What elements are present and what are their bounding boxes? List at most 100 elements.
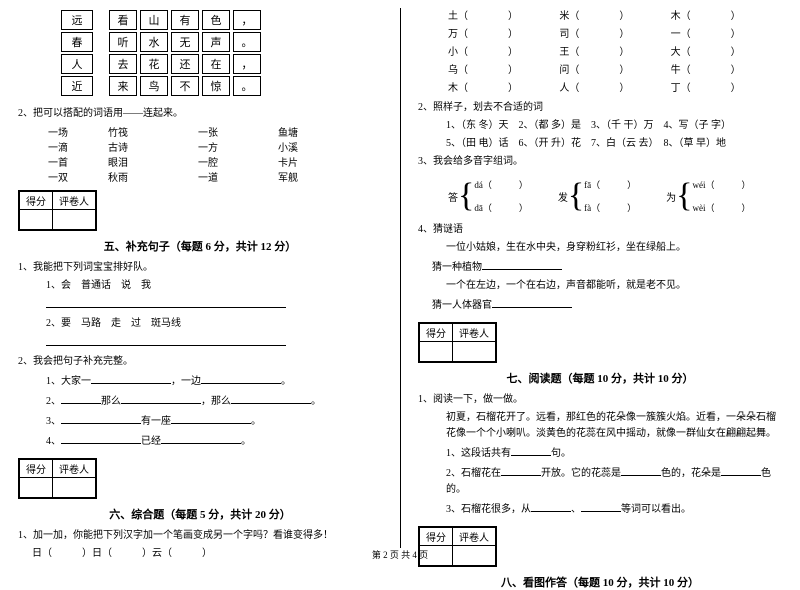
- pair-cell: 王（ ）: [559, 44, 670, 62]
- pair-cell: 万（ ）: [448, 26, 559, 44]
- pair-cell: 小（ ）: [448, 44, 559, 62]
- s5-blank1: [46, 296, 382, 314]
- r-q2: 2、照样子，划去不合适的词: [418, 100, 782, 116]
- grid-cell: 山: [140, 10, 168, 30]
- pinyin-hanzi: 为: [666, 189, 676, 204]
- left-column: 远看山有色，春听水无声。人去花还在，近来鸟不惊。 2、把可以搭配的词语用——连起…: [0, 0, 400, 565]
- pinyin-item: wèi（ ）: [692, 201, 750, 214]
- pair-cell: 牛（ ）: [671, 62, 782, 80]
- s7-para: 初夏，石榴花开了。远看，那红色的花朵像一簇簇火焰。近看，一朵朵石榴花像一个个小喇…: [446, 410, 782, 442]
- r-q2-1: 1、（东 冬）天 2、（都 多）是 3、（千 干）万 4、写（子 字）: [446, 118, 782, 134]
- s5-q2-2: 2、那么，那么。: [46, 392, 382, 410]
- brace-icon: {: [676, 182, 692, 210]
- pinyin-item: wéi（ ）: [692, 178, 750, 191]
- character-grid: 远看山有色，春听水无声。人去花还在，近来鸟不惊。: [58, 8, 382, 98]
- r-q4-3: 一个在左边，一个在右边，声音都能听，就是老不见。: [446, 278, 782, 294]
- match-item: 竹筏: [108, 124, 198, 139]
- pair-cell: 米（ ）: [559, 8, 670, 26]
- score-box-5: 得分评卷人: [18, 190, 97, 231]
- r-q2-2: 5、（田 电）话 6、（开 升）花 7、白（云 去） 8、（草 早）地: [446, 136, 782, 152]
- right-column: 土（ ）米（ ）木（ ）万（ ）司（ ）一（ ）小（ ）王（ ）大（ ）乌（ ）…: [400, 0, 800, 565]
- grid-lead-cell: 春: [61, 32, 93, 52]
- s6-q1: 1、加一加，你能把下列汉字加一个笔画变成另一个字吗？看谁变得多！: [18, 528, 382, 544]
- pair-cell: 问（ ）: [559, 62, 670, 80]
- grid-cell: 惊: [202, 76, 230, 96]
- grid-cell: 。: [233, 32, 261, 52]
- grid-cell: 在: [202, 54, 230, 74]
- grid-lead-cell: 远: [61, 10, 93, 30]
- match-item: 卡片: [278, 154, 338, 169]
- match-item: 古诗: [108, 139, 198, 154]
- r-q3: 3、我会给多音字组词。: [418, 154, 782, 170]
- section-7-title: 七、阅读题（每题 10 分，共计 10 分）: [418, 370, 782, 386]
- pinyin-group: 答{dá（ ）dā（ ）: [448, 178, 528, 214]
- r-q4-1: 一位小姑娘，生在水中央，身穿粉红衫，坐在绿船上。: [446, 240, 782, 256]
- s5-q1: 1、我能把下列词宝宝排好队。: [18, 260, 382, 276]
- grid-cell: 鸟: [140, 76, 168, 96]
- s5-blank2: [46, 334, 382, 352]
- char-pairs: 土（ ）米（ ）木（ ）万（ ）司（ ）一（ ）小（ ）王（ ）大（ ）乌（ ）…: [448, 8, 782, 98]
- grid-cell: 色: [202, 10, 230, 30]
- grid-cell: 无: [171, 32, 199, 52]
- match-item: 一首: [48, 154, 108, 169]
- grid-lead-cell: 人: [61, 54, 93, 74]
- grid-cell: 水: [140, 32, 168, 52]
- r-q4-4: 猜一人体器官: [432, 296, 782, 314]
- s7-q1: 1、阅读一下，做一做。: [418, 392, 782, 408]
- pair-cell: 司（ ）: [559, 26, 670, 44]
- grid-cell: 声: [202, 32, 230, 52]
- match-item: 一场: [48, 124, 108, 139]
- s5-q2-4: 4、已经。: [46, 432, 382, 450]
- match-item: 一腔: [198, 154, 278, 169]
- brace-icon: {: [568, 182, 584, 210]
- pinyin-hanzi: 答: [448, 189, 458, 204]
- pinyin-item: fā（ ）: [584, 178, 636, 191]
- grid-lead-cell: 近: [61, 76, 93, 96]
- grid-cell: 有: [171, 10, 199, 30]
- pinyin-item: dā（ ）: [474, 201, 528, 214]
- match-item: 军舰: [278, 169, 338, 184]
- matching-block: 一场竹筏一张鱼塘一滴古诗一方小溪一首眼泪一腔卡片一双秋雨一道军舰: [48, 124, 382, 184]
- grid-cell: 还: [171, 54, 199, 74]
- match-item: 鱼塘: [278, 124, 338, 139]
- score-box-6: 得分评卷人: [18, 458, 97, 499]
- match-item: 一方: [198, 139, 278, 154]
- brace-icon: {: [458, 182, 474, 210]
- grid-cell: ，: [233, 54, 261, 74]
- match-item: 一道: [198, 169, 278, 184]
- pinyin-hanzi: 发: [558, 189, 568, 204]
- grid-cell: 。: [233, 76, 261, 96]
- pair-cell: 大（ ）: [671, 44, 782, 62]
- s5-q2-1: 1、大家一，一边。: [46, 372, 382, 390]
- grid-cell: 花: [140, 54, 168, 74]
- grid-cell: ，: [233, 10, 261, 30]
- pair-cell: 木（ ）: [448, 80, 559, 98]
- pair-cell: 乌（ ）: [448, 62, 559, 80]
- pinyin-group: 发{fā（ ）fà（ ）: [558, 178, 636, 214]
- match-item: 一张: [198, 124, 278, 139]
- s5-q2: 2、我会把句子补充完整。: [18, 354, 382, 370]
- grid-cell: 来: [109, 76, 137, 96]
- pair-cell: 一（ ）: [671, 26, 782, 44]
- page-footer: 第 2 页 共 4 页: [0, 548, 800, 561]
- s7-1: 1、这段话共有句。: [446, 444, 782, 462]
- s7-2: 2、石榴花在开放。它的花蕊是色的，花朵是色的。: [446, 464, 782, 498]
- match-item: 一滴: [48, 139, 108, 154]
- pinyin-group: 为{wéi（ ） wèi（ ）: [666, 178, 750, 214]
- match-item: 眼泪: [108, 154, 198, 169]
- grid-cell: 听: [109, 32, 137, 52]
- score-box-7: 得分评卷人: [418, 322, 497, 363]
- section-8-title: 八、看图作答（每题 10 分，共计 10 分）: [418, 574, 782, 590]
- grid-cell: 不: [171, 76, 199, 96]
- s5-q2-3: 3、有一座。: [46, 412, 382, 430]
- grid-cell: 去: [109, 54, 137, 74]
- pair-cell: 木（ ）: [671, 8, 782, 26]
- grid-cell: 看: [109, 10, 137, 30]
- s5-q1a: 1、会 普通话 说 我: [46, 278, 382, 294]
- q2-title: 2、把可以搭配的词语用——连起来。: [18, 106, 382, 122]
- match-item: 秋雨: [108, 169, 198, 184]
- s5-q1b: 2、要 马路 走 过 斑马线: [46, 316, 382, 332]
- r-q4-2: 猜一种植物: [432, 258, 782, 276]
- match-item: 小溪: [278, 139, 338, 154]
- pair-cell: 土（ ）: [448, 8, 559, 26]
